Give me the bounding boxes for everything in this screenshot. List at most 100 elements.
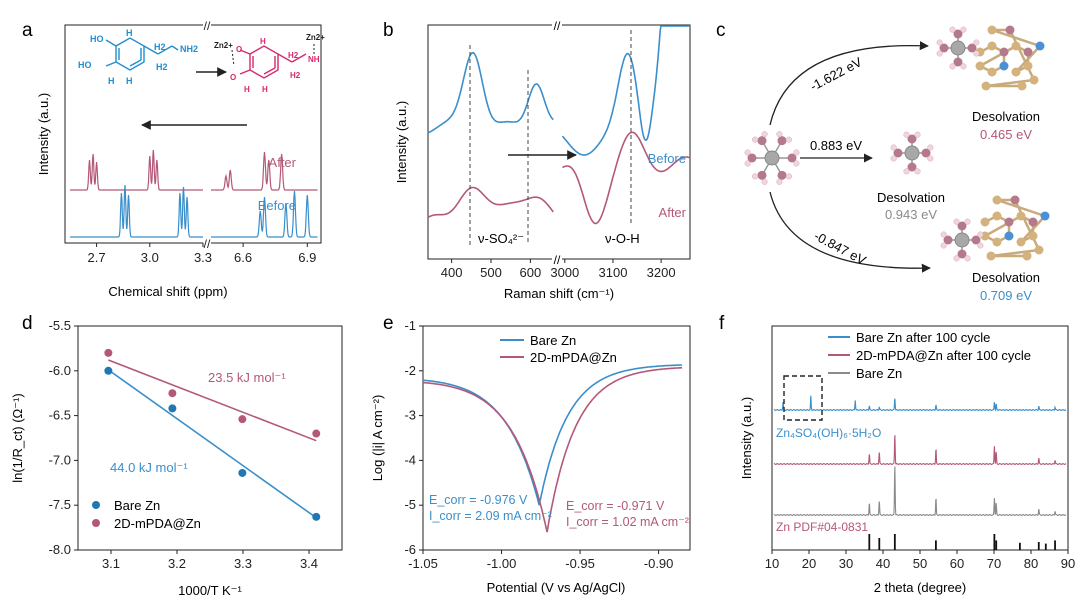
axis-break-top: // — [204, 19, 211, 33]
axis-break-top: // — [554, 19, 561, 33]
legend-before: Before — [258, 198, 296, 213]
energy-bottom: -0.847 eV — [812, 228, 869, 268]
panel-label-c: c — [716, 20, 726, 41]
molecule-dopamine — [105, 37, 179, 71]
axis-break-mask — [203, 238, 211, 248]
atom-label: HO — [90, 34, 104, 44]
data-point-Bare Zn — [312, 512, 321, 521]
desolvation-label-top: Desolvation — [972, 109, 1040, 124]
ring-bond — [263, 67, 276, 75]
hydrogen-atom — [890, 144, 897, 151]
panel-e-xlabel: Potential (V vs Ag/AgCl) — [487, 580, 626, 595]
atom-label: H — [108, 76, 115, 86]
oxygen-atom — [757, 170, 767, 180]
panel-e: e -1.05 -1.00 -0.95 -0.90 -1 -2 -3 -4 -5 -6 Bare … — [370, 313, 691, 595]
oxygen-atom — [967, 43, 977, 53]
xtick-label-e: -1.00 — [487, 556, 517, 571]
ytick-label-e: -3 — [404, 408, 416, 423]
bond — [105, 39, 117, 47]
desolvation-value-top: 0.465 eV — [980, 127, 1032, 142]
xtick-label-e: -0.95 — [565, 556, 595, 571]
panel-a-series — [70, 149, 318, 238]
organic-atom — [1022, 251, 1032, 261]
panel-b-ylabel: Intensity (a.u.) — [394, 101, 409, 183]
organic-atom — [1023, 47, 1033, 57]
panel-label-a: a — [22, 20, 33, 41]
atom-label: H — [126, 76, 133, 86]
atom-label: NH — [308, 55, 320, 64]
hydrogen-atom — [953, 218, 960, 225]
hydrogen-atom — [977, 242, 984, 249]
legend-bare: Bare Zn — [856, 366, 902, 381]
panel-d-axes: 3.1 3.2 3.3 3.4 -5.5 -6.0 -6.5 -7.0 -7.5 -8.0 — [49, 318, 318, 571]
zinc-atom — [904, 145, 920, 161]
oxygen-atom — [787, 153, 797, 163]
hydrogen-atom — [936, 50, 943, 57]
bond — [239, 49, 251, 55]
hydrogen-atom — [914, 168, 921, 175]
panel-f: f 10 20 30 40 50 60 70 80 90 Bare Zn after 100 c… — [719, 313, 1075, 595]
xtick-label-b: 500 — [480, 265, 502, 280]
zoom-box — [783, 375, 823, 421]
xtick-label-d: 3.4 — [300, 556, 318, 571]
data-point-Bare Zn — [104, 366, 113, 375]
bond — [157, 45, 173, 55]
legend-after: After — [269, 155, 297, 170]
organic-bond — [984, 214, 1022, 238]
panel-d-series — [104, 348, 321, 521]
hydrogen-atom — [752, 173, 759, 180]
atom-label: H — [260, 37, 266, 46]
xtick-label-b: 3100 — [599, 265, 628, 280]
axis-break-bottom: // — [204, 237, 211, 251]
panel-label-e: e — [383, 313, 394, 334]
panel-b-xticks: 400 500 600 3000 3100 3200 — [441, 259, 676, 280]
oxygen-atom — [953, 29, 963, 39]
raman-trace-before-1 — [561, 25, 690, 156]
legend-bare-zn: Bare Zn — [114, 498, 160, 513]
panel-f-axes: 10 20 30 40 50 60 70 80 90 — [765, 550, 1075, 571]
organic-bond — [979, 44, 1017, 68]
icorr-mpda: I_corr = 1.02 mA cm⁻² — [566, 515, 689, 529]
organic-atom — [975, 61, 985, 71]
xtick-label-f: 90 — [1061, 556, 1075, 571]
organic-atom — [992, 237, 1002, 247]
hydrogen-atom — [953, 255, 960, 262]
data-point-2D-mPDA@Zn — [312, 429, 321, 438]
energy-top: -1.622 eV — [807, 54, 864, 94]
panel-b-xlabel: Raman shift (cm⁻¹) — [504, 286, 614, 301]
benzene-ring — [115, 37, 145, 71]
oxygen-atom — [921, 148, 931, 158]
atom-label: H2 — [154, 42, 166, 52]
organic-atom — [1029, 75, 1039, 85]
hydrogen-atom — [793, 160, 800, 167]
organic-bottom — [980, 195, 1050, 261]
organic-atom — [1023, 61, 1033, 71]
oxygen-atom — [957, 221, 967, 231]
hydrogen-atom — [793, 149, 800, 156]
axis-break-mask — [203, 20, 211, 30]
zinc-atom — [764, 150, 780, 166]
panel-a-frame — [64, 24, 322, 244]
nmr-trace-after-0 — [70, 149, 203, 191]
cluster-initial — [744, 131, 800, 185]
panel-c: c -1.622 eV 0.883 eV -0.847 eV Desolvati… — [716, 20, 1050, 303]
organic-atom — [1011, 41, 1021, 51]
xtick-label-f: 30 — [839, 556, 853, 571]
organic-bond — [1013, 199, 1041, 251]
oxygen-atom — [939, 43, 949, 53]
organic-atom — [987, 41, 997, 51]
organic-atom — [1017, 81, 1027, 91]
data-point-Bare Zn — [168, 404, 177, 413]
panel-label-b: b — [383, 20, 394, 41]
xtick-label-b: 3200 — [647, 265, 676, 280]
bond — [277, 53, 293, 63]
organic-atom — [987, 25, 997, 35]
atom-label: H2 — [288, 51, 299, 60]
zinc-atom — [950, 40, 966, 56]
organic-atom — [992, 195, 1002, 205]
oxygen-atom — [957, 249, 967, 259]
oxygen-atom — [971, 235, 981, 245]
xtick-label-b: 3000 — [550, 265, 579, 280]
hydrogen-atom — [964, 255, 971, 262]
organic-atom — [1005, 25, 1015, 35]
